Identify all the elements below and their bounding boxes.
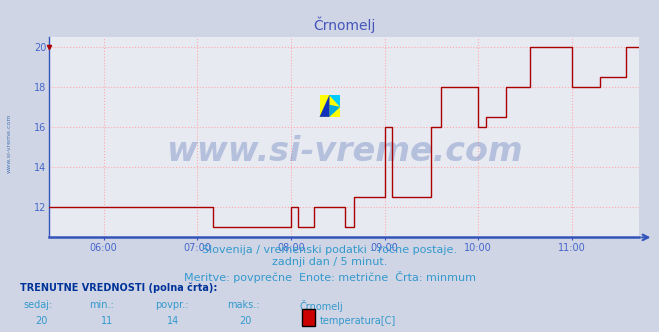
Text: 20: 20 <box>239 316 252 326</box>
Bar <box>320 95 340 117</box>
Text: maks.:: maks.: <box>227 300 260 310</box>
Text: povpr.:: povpr.: <box>155 300 188 310</box>
Text: Slovenija / vremenski podatki - ročne postaje.: Slovenija / vremenski podatki - ročne po… <box>202 244 457 255</box>
Text: sedaj:: sedaj: <box>23 300 52 310</box>
Text: temperatura[C]: temperatura[C] <box>320 316 396 326</box>
Text: 11: 11 <box>101 316 113 326</box>
Polygon shape <box>330 105 340 117</box>
Text: TRENUTNE VREDNOSTI (polna črta):: TRENUTNE VREDNOSTI (polna črta): <box>20 283 217 293</box>
Text: Meritve: povprečne  Enote: metrične  Črta: minmum: Meritve: povprečne Enote: metrične Črta:… <box>183 271 476 283</box>
Text: 20: 20 <box>35 316 47 326</box>
Text: www.si-vreme.com: www.si-vreme.com <box>7 113 12 173</box>
Text: zadnji dan / 5 minut.: zadnji dan / 5 minut. <box>272 257 387 267</box>
Title: Črnomelj: Črnomelj <box>313 16 376 33</box>
Polygon shape <box>330 95 340 107</box>
Text: 14: 14 <box>167 316 179 326</box>
Polygon shape <box>320 95 330 117</box>
Text: min.:: min.: <box>89 300 114 310</box>
Text: Črnomelj: Črnomelj <box>300 300 343 312</box>
Text: www.si-vreme.com: www.si-vreme.com <box>166 134 523 168</box>
